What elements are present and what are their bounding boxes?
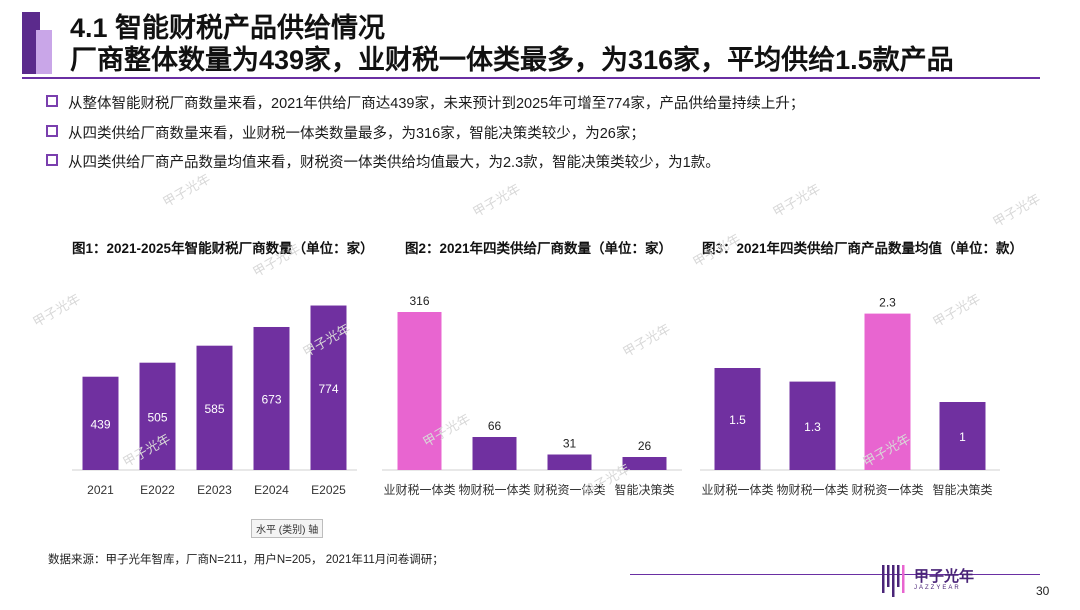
title-divider (22, 77, 1040, 79)
chart-2-data-label: 26 (638, 439, 652, 453)
square-bullet-icon (46, 154, 58, 166)
chart-1-bar (310, 305, 347, 470)
chart-2-data-label: 66 (488, 419, 502, 433)
chart-3-category-label: 业财税一体类 (701, 483, 773, 497)
chart-1-category-label: E2025 (311, 483, 346, 497)
chart-1-data-label: 505 (147, 410, 167, 424)
chart-1-data-label: 673 (261, 392, 281, 406)
chart-1-title: 图1：2021-2025年智能财税厂商数量（单位：家） (72, 241, 374, 256)
brand-logo: 甲子光年 JAZZYEAR (880, 561, 1030, 603)
bullet-item: 从四类供给厂商产品数量均值来看，财税资一体类供给均值最大，为2.3款，智能决策类… (46, 151, 720, 172)
chart-3-category-label: 智能决策类 (932, 482, 992, 497)
page-subtitle: 厂商整体数量为439家，业财税一体类最多，为316家，平均供给1.5款产品 (70, 45, 954, 75)
bullet-text: 从整体智能财税厂商数量来看，2021年供给厂商达439家，未来预计到2025年可… (68, 96, 805, 112)
chart-2-bar (547, 454, 592, 470)
chart-2-title: 图2：2021年四类供给厂商数量（单位：家） (405, 241, 673, 256)
chart-1-bar (196, 345, 233, 470)
logo-subtext: JAZZYEAR (914, 585, 961, 591)
logo-text: 甲子光年 (914, 568, 975, 585)
chart-2-category-label: 财税资一体类 (533, 483, 605, 497)
chart-2-bar (622, 457, 667, 470)
chart-1-bar (139, 362, 176, 470)
data-source-note: 数据来源：甲子光年智库，厂商N=211，用户N=205， 2021年11月问卷调… (48, 554, 444, 566)
chart-3-data-label: 2.3 (879, 296, 896, 310)
page-number: 30 (1036, 584, 1050, 598)
chart-1-bar (253, 326, 290, 470)
bullet-text: 从四类供给厂商产品数量均值来看，财税资一体类供给均值最大，为2.3款，智能决策类… (68, 155, 720, 171)
chart-1-category-label: E2022 (140, 483, 175, 497)
chart-3-bar (714, 368, 761, 470)
chart-3-data-label: 1.3 (804, 420, 821, 434)
chart-3-category-label: 物财税一体类 (776, 483, 848, 497)
chart-1-data-label: 774 (318, 382, 338, 396)
chart-3-data-label: 1 (959, 430, 966, 444)
chart-2-category-label: 物财税一体类 (458, 483, 530, 497)
chart-3-title: 图3：2021年四类供给厂商产品数量均值（单位：款） (702, 241, 1024, 256)
chart-2-data-label: 31 (563, 437, 577, 451)
chart-1-bar (82, 376, 119, 470)
chart-1-data-label: 439 (90, 417, 110, 431)
chart-1-data-label: 585 (204, 402, 224, 416)
bullet-item: 从四类供给厂商数量来看，业财税一体类数量最多，为316家，智能决策类较少，为26… (46, 122, 645, 143)
title-accent-bar (22, 12, 40, 74)
footer-divider (630, 574, 1040, 575)
axis-tooltip: 水平 (类别) 轴 (251, 519, 324, 538)
chart-3-bar (939, 402, 986, 470)
chart-1-category-label: 2021 (87, 483, 114, 497)
chart-2-bar (472, 437, 517, 470)
chart-3-bar (864, 313, 911, 470)
title-accent-bar-light (36, 30, 52, 74)
logo-mark-icon (882, 565, 905, 597)
chart-2-bar (397, 312, 442, 470)
page-title: 4.1 智能财税产品供给情况 (70, 13, 386, 43)
chart-2-data-label: 316 (409, 294, 429, 308)
chart-3-category-label: 财税资一体类 (851, 483, 923, 497)
chart-2-category-label: 智能决策类 (614, 482, 674, 497)
bullet-text: 从四类供给厂商数量来看，业财税一体类数量最多，为316家，智能决策类较少，为26… (68, 126, 645, 142)
bullet-item: 从整体智能财税厂商数量来看，2021年供给厂商达439家，未来预计到2025年可… (46, 92, 804, 113)
chart-2-category-label: 业财税一体类 (383, 483, 455, 497)
chart-1-category-label: E2024 (254, 483, 289, 497)
square-bullet-icon (46, 125, 58, 137)
square-bullet-icon (46, 95, 58, 107)
chart-1-category-label: E2023 (197, 483, 232, 497)
chart-3-data-label: 1.5 (729, 413, 746, 427)
chart-3-bar (789, 381, 836, 470)
